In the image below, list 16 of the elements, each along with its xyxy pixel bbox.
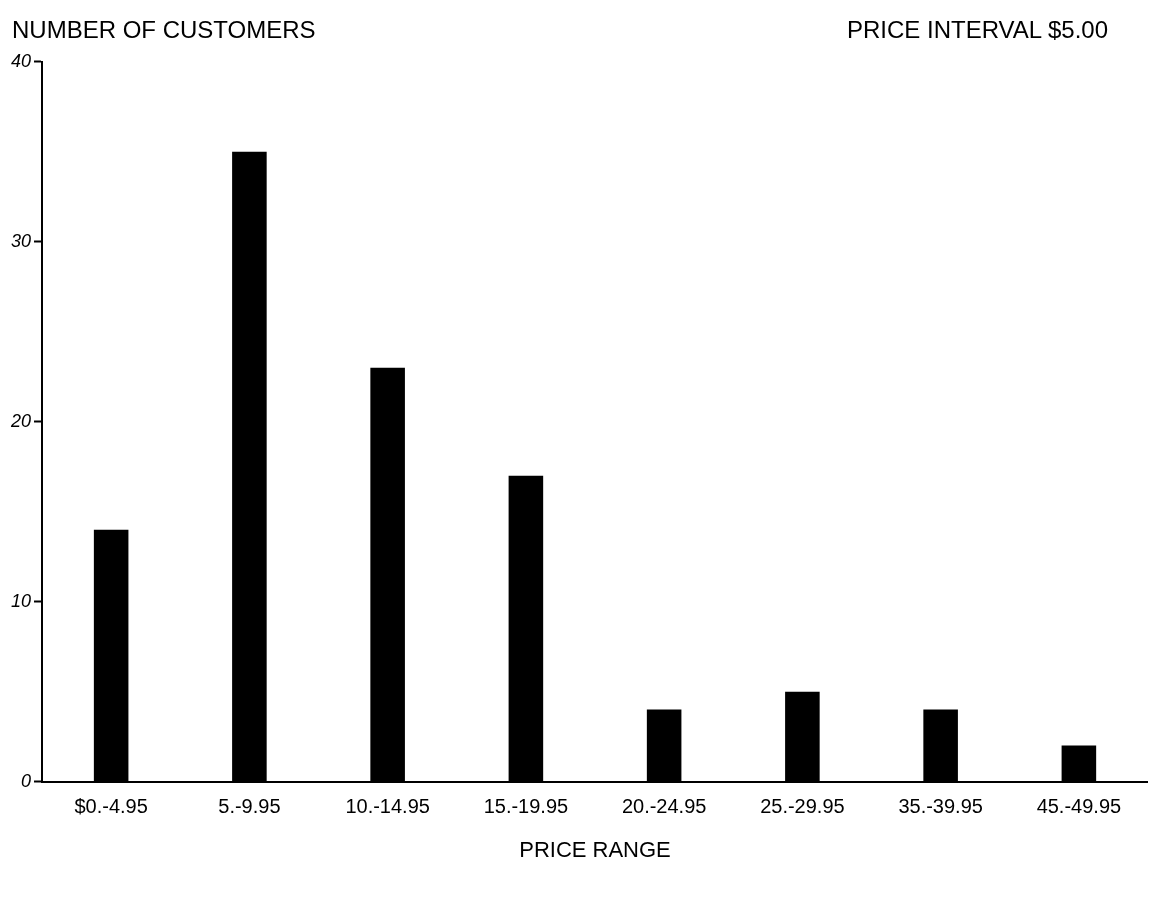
y-tick-label: 40 [10,50,32,71]
x-axis-title: PRICE RANGE [519,836,671,862]
x-tick-label: 25.-29.95 [760,795,845,818]
y-tick-label: 10 [10,590,32,611]
x-tick-label: 5.-9.95 [218,795,281,818]
y-tick-label: 0 [21,770,32,791]
x-tick-label: 10.-14.95 [345,795,430,818]
text: PRICE INTERVAL $5.00 [847,16,1108,44]
y-axis-title: NUMBER OF CUSTOMERS [12,16,316,44]
y-tick-label: 30 [10,230,32,251]
y-tick-label: 20 [9,410,32,431]
x-tick-label: $0.-4.95 [74,795,148,818]
x-tick-label: 15.-19.95 [483,795,569,818]
x-tick-label: 45.-49.95 [1036,795,1122,818]
x-tick-label: 20.-24.95 [621,795,707,818]
x-tick-label: 35.-39.95 [898,795,983,818]
